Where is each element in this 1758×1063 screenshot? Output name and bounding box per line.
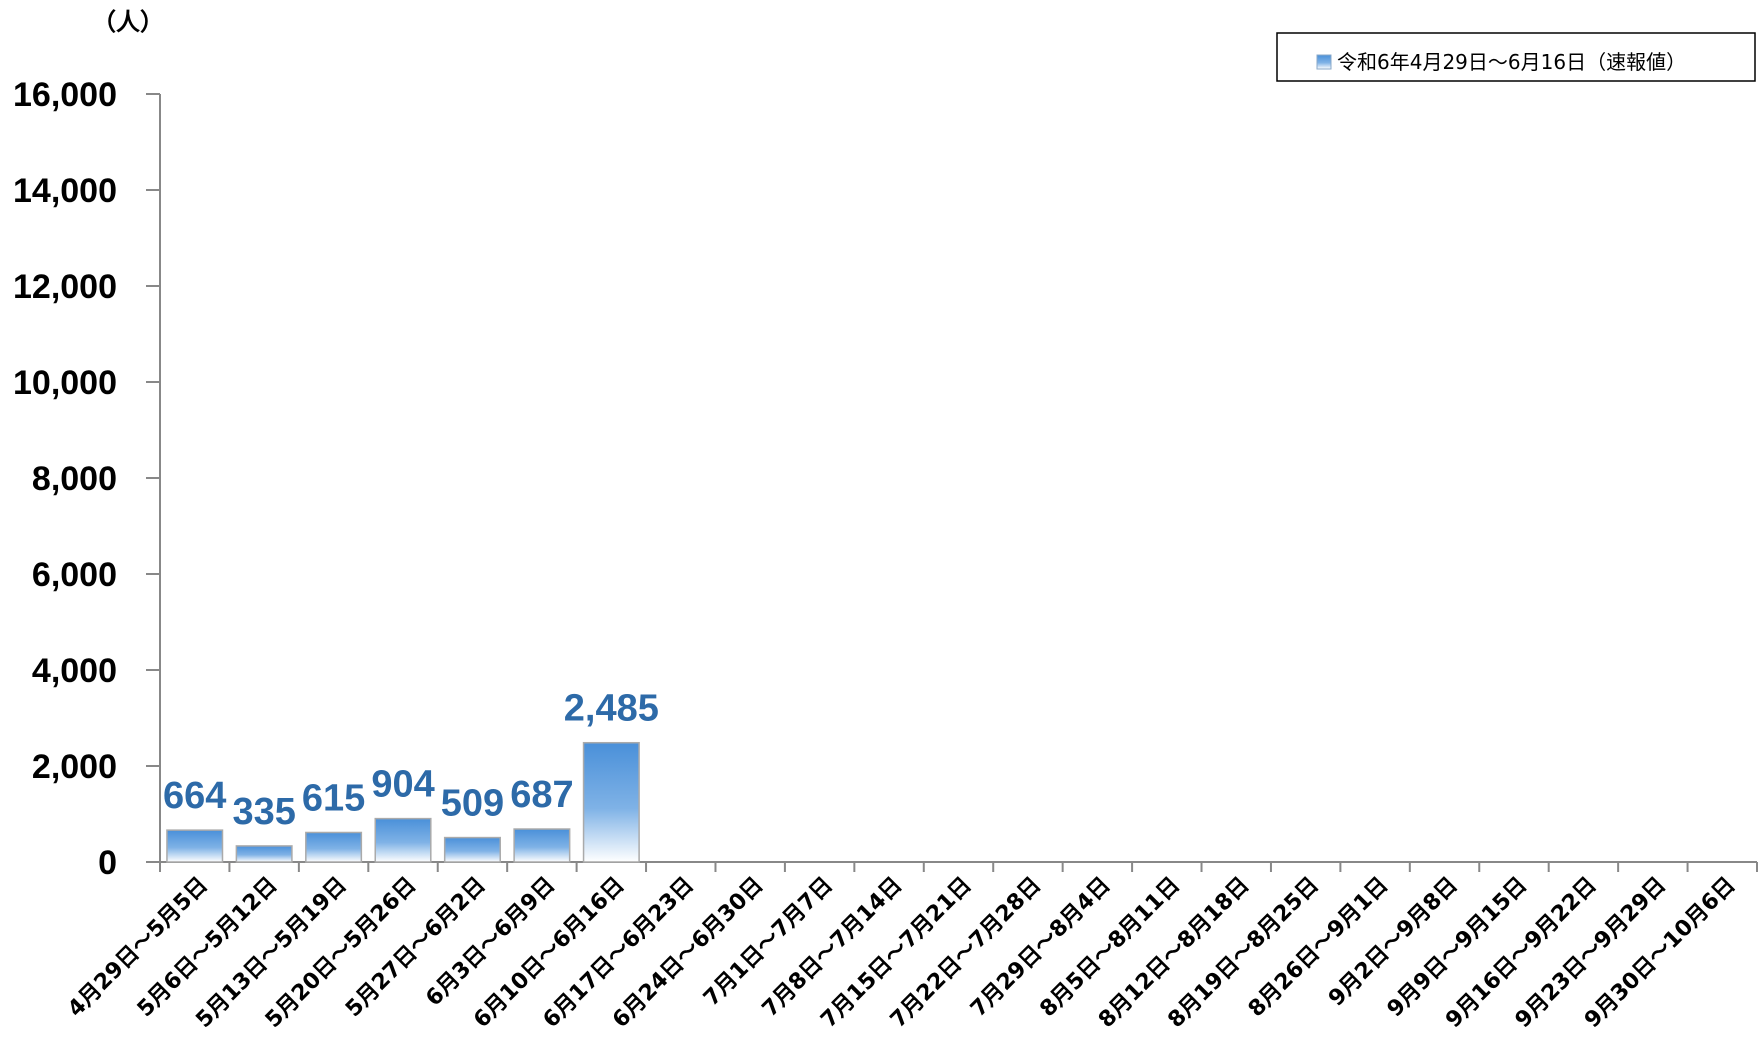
x-tick-label: 6月3日～6月9日 bbox=[421, 873, 560, 1012]
bars bbox=[166, 741, 640, 863]
data-label: 2,485 bbox=[564, 688, 659, 730]
y-tick-label: 16,000 bbox=[13, 76, 117, 114]
bar bbox=[235, 845, 293, 863]
axes bbox=[159, 94, 1758, 872]
bar bbox=[166, 829, 224, 863]
y-tick-label: 12,000 bbox=[13, 268, 117, 306]
legend: 令和6年4月29日～6月16日（速報値） bbox=[1276, 32, 1756, 82]
y-axis-ticks: 0 2,000 4,000 6,000 8,000 10,000 12,000 14,000 1… bbox=[13, 76, 160, 882]
data-label: 904 bbox=[371, 764, 434, 806]
data-label: 664 bbox=[163, 775, 226, 817]
data-label: 335 bbox=[232, 791, 295, 833]
legend-label: 令和6年4月29日～6月16日（速報値） bbox=[1337, 50, 1686, 74]
y-tick-label: 0 bbox=[98, 844, 117, 882]
data-labels: 664 335 615 904 509 687 2,485 bbox=[163, 688, 659, 833]
bar bbox=[513, 828, 571, 863]
data-label: 509 bbox=[441, 783, 504, 825]
y-tick-label: 10,000 bbox=[13, 364, 117, 402]
data-label: 615 bbox=[302, 777, 365, 819]
y-tick-label: 8,000 bbox=[32, 460, 117, 498]
data-label: 687 bbox=[510, 774, 573, 816]
x-tick-label: 9月2日～9月8日 bbox=[1324, 873, 1463, 1012]
bar bbox=[443, 836, 501, 863]
bar bbox=[582, 741, 640, 863]
y-tick-label: 6,000 bbox=[32, 556, 117, 594]
legend-swatch bbox=[1316, 54, 1332, 70]
legend-box bbox=[1276, 32, 1756, 82]
y-tick-label: 14,000 bbox=[13, 172, 117, 210]
x-tick-label: 7月1日～7月7日 bbox=[699, 873, 838, 1012]
bar bbox=[374, 817, 432, 863]
y-tick-label: 4,000 bbox=[32, 652, 117, 690]
y-axis-unit-label: （人） bbox=[92, 8, 164, 36]
x-axis-labels: 4月29日～5月5日5月6日～5月12日5月13日～5月19日5月20日～5月2… bbox=[63, 873, 1740, 1033]
bar bbox=[305, 831, 363, 863]
y-tick-label: 2,000 bbox=[32, 748, 117, 786]
